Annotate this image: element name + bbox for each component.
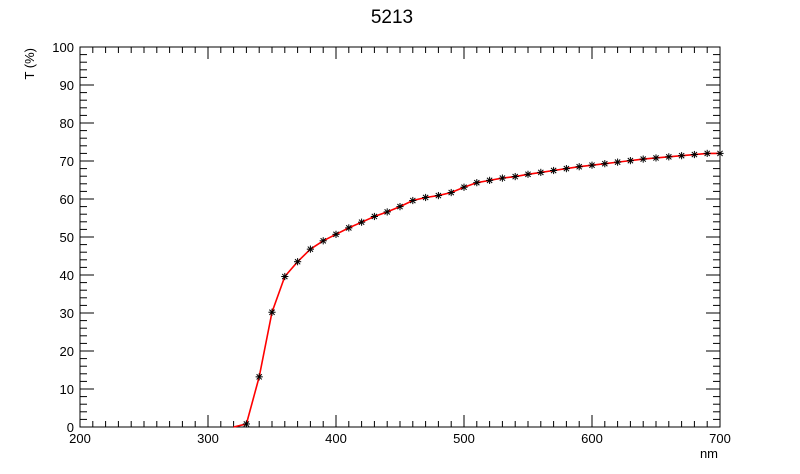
chart-title: 5213: [371, 7, 413, 28]
data-point: [678, 152, 686, 160]
tick-labels: 200 300 400 500 600 700 0 10 20 30 40 50 60 70 80 90 100: [52, 40, 731, 446]
data-point: [601, 160, 609, 168]
x-axis-label: nm: [700, 446, 718, 461]
data-point: [370, 212, 378, 221]
data-point: [498, 174, 506, 182]
y-tick-label: 60: [60, 192, 74, 207]
data-point: [383, 208, 391, 216]
data-point: [434, 191, 442, 200]
y-tick-label: 80: [60, 116, 74, 131]
x-tick-label: 300: [197, 431, 219, 446]
data-point: [716, 149, 724, 157]
x-tick-label: 400: [325, 431, 347, 446]
data-point: [703, 149, 711, 157]
data-point: [511, 172, 519, 181]
data-point: [268, 308, 276, 316]
data-point: [332, 230, 340, 238]
y-tick-label: 20: [60, 344, 74, 359]
data-point: [614, 158, 622, 166]
data-point: [422, 193, 430, 202]
x-tick-label: 600: [581, 431, 603, 446]
series-layer: [233, 152, 720, 428]
data-point: [588, 161, 596, 169]
data-point: [447, 188, 455, 197]
data-point: [358, 218, 366, 226]
y-tick-label: 90: [60, 78, 74, 93]
data-point: [294, 258, 302, 266]
x-tick-label: 500: [453, 431, 475, 446]
x-tick-label: 200: [69, 431, 91, 446]
data-point: [306, 245, 314, 253]
y-tick-label: 0: [67, 420, 74, 435]
data-point: [524, 170, 532, 178]
data-point: [242, 420, 250, 428]
data-point: [562, 165, 570, 173]
data-point: [409, 196, 417, 205]
axis-ticks: [79, 46, 721, 428]
series-line: [233, 152, 720, 428]
data-point: [575, 163, 583, 171]
data-point: [652, 154, 660, 162]
data-point: [550, 166, 558, 175]
plot-frame: [79, 46, 721, 428]
y-axis-label: T (%): [22, 48, 37, 80]
data-point: [665, 153, 673, 161]
data-point: [255, 373, 263, 381]
data-point: [319, 237, 327, 245]
data-point: [486, 176, 494, 184]
data-point: [396, 203, 404, 211]
y-tick-label: 70: [60, 154, 74, 169]
data-point: [345, 224, 353, 232]
data-point: [626, 157, 634, 165]
data-point: [473, 179, 481, 187]
data-point: [639, 155, 647, 163]
y-tick-label: 100: [52, 40, 74, 55]
data-point: [281, 272, 289, 281]
data-point: [460, 183, 468, 191]
data-point: [690, 150, 698, 159]
x-tick-label: 700: [709, 431, 731, 446]
y-tick-label: 10: [60, 382, 74, 397]
data-point: [537, 168, 545, 176]
marker-layer: [242, 149, 724, 428]
y-tick-label: 50: [60, 230, 74, 245]
y-tick-label: 40: [60, 268, 74, 283]
y-tick-label: 30: [60, 306, 74, 321]
